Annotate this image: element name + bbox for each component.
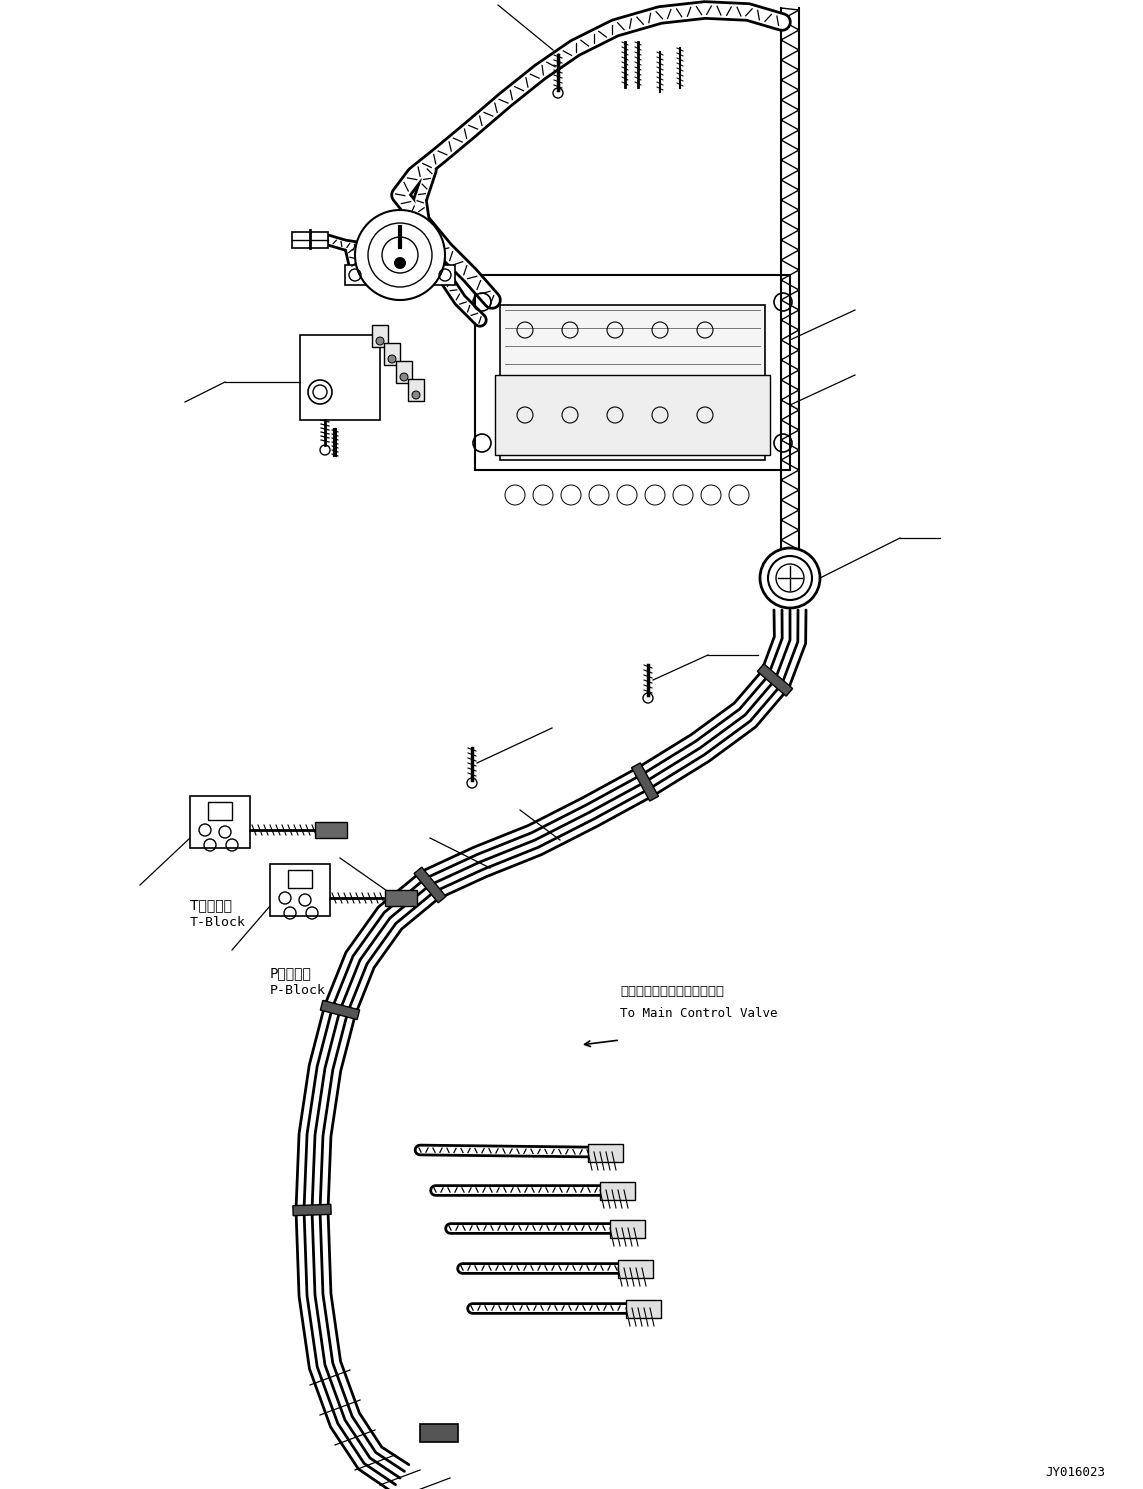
- Circle shape: [387, 354, 395, 363]
- Bar: [626, 1300, 661, 1318]
- Bar: [385, 890, 417, 905]
- Bar: [384, 342, 400, 365]
- Text: To Main Control Valve: To Main Control Valve: [620, 1007, 777, 1020]
- Polygon shape: [293, 1205, 331, 1215]
- Bar: [475, 275, 790, 471]
- Circle shape: [394, 258, 406, 270]
- Text: Tブロック: Tブロック: [190, 898, 232, 911]
- Bar: [288, 870, 312, 887]
- Circle shape: [355, 210, 445, 299]
- Text: JY016023: JY016023: [1045, 1465, 1105, 1479]
- Bar: [291, 232, 328, 249]
- Bar: [315, 822, 347, 838]
- Bar: [610, 1219, 645, 1237]
- Bar: [395, 360, 411, 383]
- Bar: [371, 325, 387, 347]
- Bar: [499, 305, 765, 460]
- Bar: [588, 1144, 623, 1161]
- Bar: [270, 864, 330, 916]
- Bar: [299, 335, 379, 420]
- Circle shape: [400, 374, 408, 381]
- Bar: [190, 797, 250, 849]
- Text: P-Block: P-Block: [270, 984, 326, 998]
- Bar: [419, 1423, 458, 1441]
- Bar: [408, 380, 424, 401]
- Bar: [345, 265, 455, 284]
- Text: Pブロック: Pブロック: [270, 966, 312, 980]
- Polygon shape: [758, 664, 793, 697]
- Text: メインコントロールバルブへ: メインコントロールバルブへ: [620, 986, 724, 998]
- Circle shape: [376, 337, 384, 345]
- Polygon shape: [414, 867, 446, 902]
- Circle shape: [307, 380, 331, 404]
- Text: T-Block: T-Block: [190, 916, 246, 929]
- Bar: [495, 375, 770, 456]
- Circle shape: [760, 548, 820, 608]
- Polygon shape: [632, 762, 658, 801]
- Bar: [208, 803, 232, 820]
- Polygon shape: [320, 1001, 360, 1020]
- Bar: [618, 1260, 653, 1278]
- Circle shape: [411, 392, 419, 399]
- Bar: [600, 1182, 636, 1200]
